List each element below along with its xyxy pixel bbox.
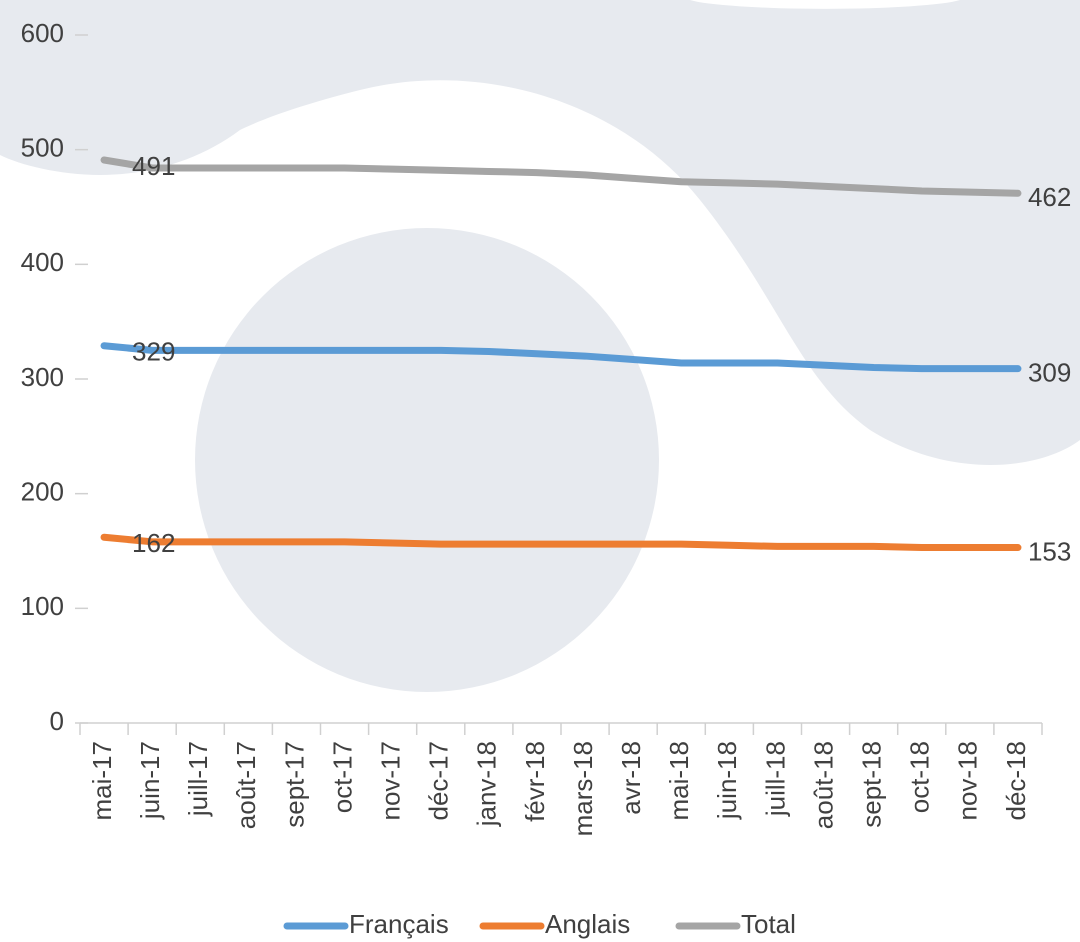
y-tick-label: 100 (21, 591, 64, 621)
y-tick-label: 500 (21, 133, 64, 163)
x-tick-label: déc-18 (1001, 741, 1031, 821)
x-tick-label: févr-18 (520, 741, 550, 822)
data-label: 329 (132, 337, 175, 367)
legend-label: Anglais (545, 909, 630, 939)
line (100, 342, 1022, 373)
y-tick-label: 300 (21, 362, 64, 392)
x-tick-label: sept-18 (857, 741, 887, 828)
y-tick-label: 200 (21, 477, 64, 507)
x-tick-label: déc-17 (424, 741, 454, 821)
x-tick-label: oct-17 (327, 741, 357, 813)
data-label: 309 (1028, 358, 1071, 388)
x-tick-label: nov-18 (953, 741, 983, 821)
y-tick-label: 600 (21, 18, 64, 48)
x-tick-label: oct-18 (905, 741, 935, 813)
data-label: 162 (132, 528, 175, 558)
legend-label: Français (349, 909, 449, 939)
background-circle (195, 228, 659, 692)
x-tick-label: sept-17 (279, 741, 309, 828)
line (100, 533, 1022, 552)
x-tick-label: juin-17 (135, 741, 165, 820)
x-tick-label: juill-18 (760, 741, 790, 817)
legend-label: Total (741, 909, 796, 939)
x-tick-label: nov-17 (376, 741, 406, 821)
x-tick-label: avr-18 (616, 741, 646, 815)
x-tick-label: janv-18 (472, 741, 502, 827)
data-label: 153 (1028, 536, 1071, 566)
x-tick-label: août-17 (231, 741, 261, 829)
data-label: 491 (132, 151, 175, 181)
y-tick-label: 400 (21, 247, 64, 277)
x-tick-label: mars-18 (568, 741, 598, 836)
y-tick-label: 0 (50, 706, 64, 736)
line (100, 156, 1022, 197)
x-tick-label: août-18 (808, 741, 838, 829)
x-tick-label: mai-18 (664, 741, 694, 820)
background-shape (0, 0, 1080, 465)
x-tick-label: mai-17 (87, 741, 117, 820)
data-label: 462 (1028, 182, 1071, 212)
x-tick-label: juin-18 (712, 741, 742, 820)
x-tick-label: juill-17 (183, 741, 213, 817)
